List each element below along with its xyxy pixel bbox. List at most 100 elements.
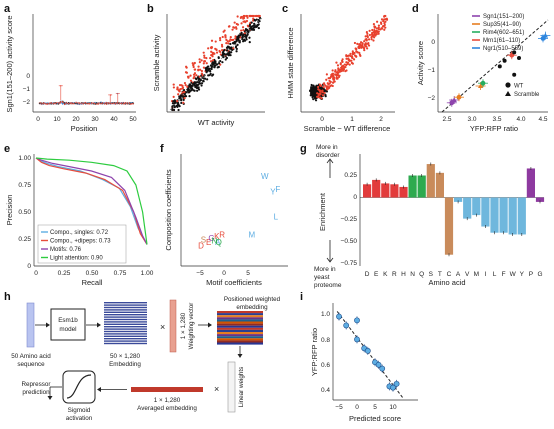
- b-point: [197, 65, 200, 68]
- c-point-red: [335, 71, 338, 74]
- embedding-row: [104, 335, 147, 337]
- d-point-extra: [512, 50, 517, 55]
- panel-e: e Compo., singles: 0.72 Compo., +dipeps: …: [4, 143, 154, 287]
- panel-b-plot: [169, 14, 263, 112]
- d-xlabel: YFP:RFP ratio: [470, 124, 518, 133]
- d-point-extra: [512, 72, 517, 77]
- a-point: [113, 102, 115, 105]
- c-point-red: [341, 69, 345, 72]
- b-point: [240, 31, 243, 35]
- c-point-red: [366, 32, 369, 35]
- g-bottom-note-line2: yeast: [314, 274, 330, 281]
- g-bottom-note: More in yeast proteome: [314, 266, 342, 289]
- f-point-label: M: [249, 231, 256, 240]
- d-marker-legend: WT Scramble: [505, 82, 540, 98]
- g-ylabel: Enrichment: [318, 192, 327, 231]
- b-point: [202, 79, 205, 82]
- b-point: [192, 65, 195, 69]
- g-xtick: V: [465, 271, 470, 278]
- c-point-red: [367, 44, 371, 47]
- c-point: [312, 98, 315, 101]
- b-point: [245, 19, 249, 23]
- i-point: [354, 317, 360, 324]
- b-point: [235, 45, 238, 48]
- positioned-row: [217, 313, 263, 316]
- c-point-red: [366, 47, 369, 50]
- b-point: [231, 28, 234, 31]
- b-point: [195, 74, 198, 77]
- b-point: [205, 66, 209, 69]
- f-point-label: S: [201, 235, 206, 244]
- b-point: [182, 91, 186, 94]
- a-point: [46, 103, 49, 105]
- b-point: [221, 45, 224, 48]
- a-point: [61, 101, 64, 103]
- c-point-red: [336, 77, 339, 80]
- c-point-red: [340, 68, 344, 71]
- b-point: [241, 26, 245, 29]
- repressor-label-line1: Repressor: [21, 381, 50, 388]
- b-point: [240, 22, 243, 25]
- b-point: [207, 74, 210, 77]
- d-ylabel: Activity score: [416, 41, 425, 85]
- b-point: [252, 14, 256, 18]
- c-point: [314, 99, 318, 102]
- b-point: [182, 101, 185, 104]
- d-xtick-4: 4.5: [538, 116, 547, 123]
- b-point: [257, 26, 260, 30]
- panel-b: b WT activity Scramble activity: [147, 3, 265, 127]
- c-point-red: [353, 41, 357, 45]
- c-point-red: [370, 36, 373, 39]
- a-point: [111, 102, 113, 105]
- c-point-red: [385, 18, 389, 21]
- c-point-red: [383, 28, 386, 31]
- b-point: [188, 95, 191, 98]
- panel-d-plot: [446, 31, 551, 107]
- g-bar: [399, 186, 408, 198]
- c-point-red: [337, 68, 340, 71]
- e-curve: [35, 157, 148, 245]
- b-point: [202, 66, 206, 69]
- a-point: [126, 103, 128, 105]
- b-point: [186, 85, 189, 88]
- e-ytick-4: 1.00: [18, 155, 31, 162]
- e-legend-label: Light attention: 0.90: [50, 256, 103, 262]
- e-legend-box: [37, 224, 127, 264]
- c-point-red: [322, 86, 325, 89]
- b-point: [209, 57, 212, 60]
- embedding-row: [104, 321, 147, 323]
- c-point-red: [325, 73, 328, 76]
- c-point-red: [319, 89, 322, 92]
- b-point: [205, 57, 208, 60]
- c-point-red: [383, 21, 386, 25]
- panel-a-axes: [32, 14, 136, 113]
- i-point: [354, 336, 360, 343]
- c-point-red: [319, 92, 322, 95]
- c-point-red: [382, 20, 385, 23]
- c-point-red: [346, 61, 350, 64]
- a-point: [41, 103, 43, 105]
- a-point: [77, 102, 80, 104]
- b-point: [182, 88, 186, 92]
- b-point: [202, 51, 205, 54]
- c-point-red: [331, 84, 334, 88]
- embedding-row: [104, 323, 147, 325]
- a-ylabel: Sgn1(151–200) activity score: [5, 15, 14, 112]
- b-point: [193, 75, 196, 78]
- embedding-row: [104, 338, 147, 340]
- c-point: [311, 86, 314, 89]
- b-point: [225, 56, 229, 60]
- a-point: [52, 102, 54, 105]
- embedding-row: [104, 318, 147, 321]
- b-point: [180, 101, 183, 105]
- a-point: [124, 102, 126, 105]
- b-point: [216, 66, 219, 69]
- embedding-row: [104, 304, 147, 306]
- b-point: [189, 74, 192, 77]
- c-point-red: [373, 25, 376, 28]
- multiply-symbol-2: ×: [214, 384, 219, 394]
- b-point: [188, 85, 192, 88]
- b-point: [171, 108, 174, 111]
- g-bar: [472, 197, 481, 216]
- positioned-label-line1: Positioned weighted: [224, 296, 281, 303]
